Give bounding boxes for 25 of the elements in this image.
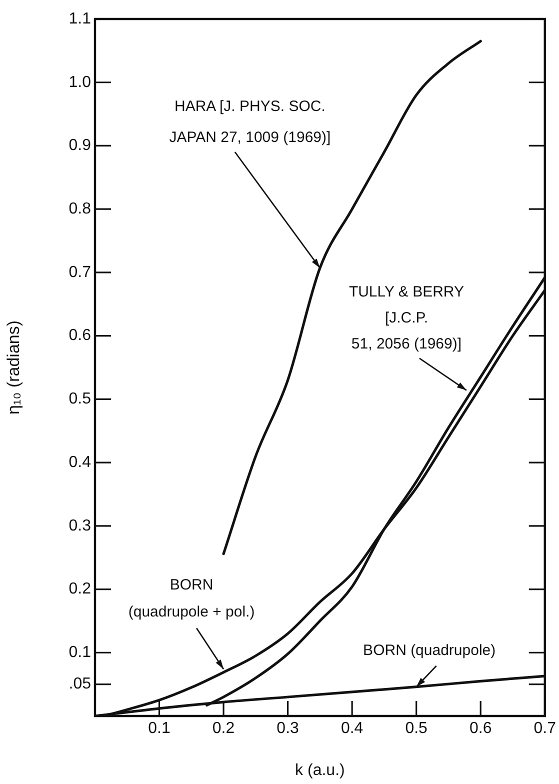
y-tick-label: 0.6 [68, 327, 92, 344]
annotation: BORN (quadrupole) [363, 642, 496, 659]
y-tick-label: 0.5 [68, 390, 92, 408]
x-axis-title: k (a.u.) [295, 762, 345, 779]
y-axis-title: η₁₀ (radians) [4, 320, 23, 415]
y-tick-label: 0.4 [68, 454, 92, 471]
x-tick-label: 0.6 [469, 720, 492, 738]
x-tick-label: 0.2 [212, 720, 235, 738]
y-tick-label: 0.8 [68, 200, 92, 218]
x-tick-label: 0.1 [148, 720, 170, 738]
y-tick-label: 0.1 [68, 644, 92, 662]
y-tick-label: 0.3 [68, 517, 92, 534]
annotation: BORN (quadrupole + pol.) [128, 576, 255, 620]
x-tick-label: 0.3 [276, 720, 300, 738]
y-tick-label: 0.7 [68, 264, 92, 281]
y-tick-label: 1.1 [68, 10, 92, 28]
y-tick-label: .05 [68, 676, 92, 693]
x-tick-label: 0.7 [534, 720, 556, 738]
y-tick-label: 0.9 [68, 137, 92, 154]
x-tick-label: 0.4 [340, 720, 364, 738]
annotation: HARA [J. PHYS. SOC. JAPAN 27, 1009 (1969)] [169, 98, 331, 146]
y-tick-label: 0.2 [68, 580, 92, 598]
x-tick-label: 0.5 [405, 720, 428, 738]
y-tick-label: 1.0 [68, 74, 92, 91]
annotation: TULLY & BERRY [J.C.P. 51, 2056 (1969)] [348, 283, 464, 352]
